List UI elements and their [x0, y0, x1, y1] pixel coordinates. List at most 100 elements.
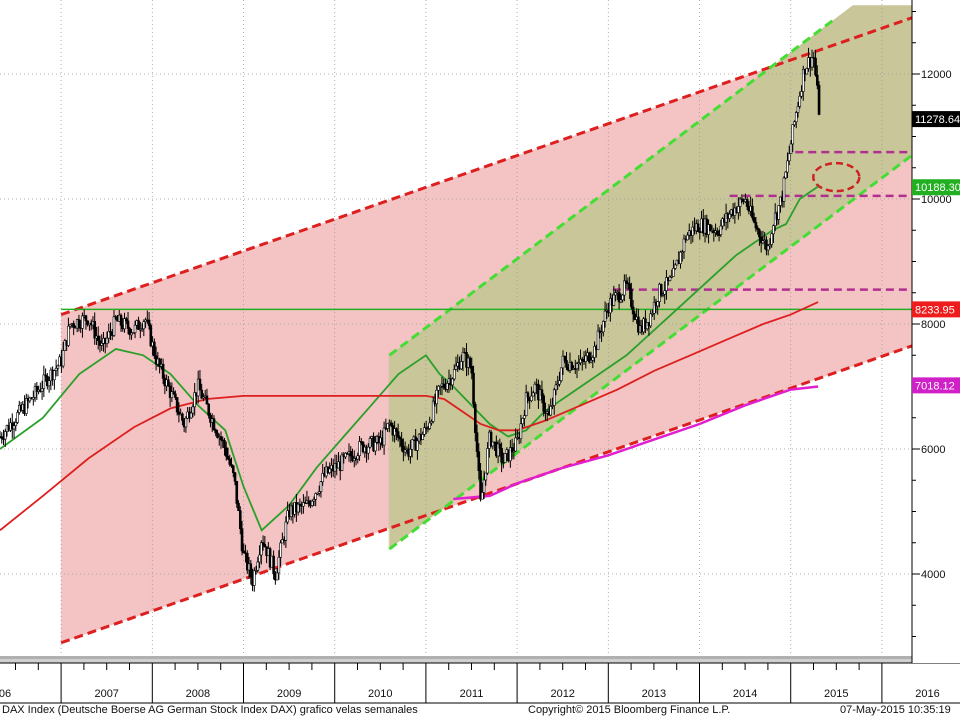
x-tick-label: 2012: [550, 688, 574, 700]
candle-up: [691, 226, 695, 236]
candle-up: [356, 455, 360, 460]
candle-up: [619, 299, 623, 303]
candle-down: [470, 366, 474, 374]
candle-up: [531, 392, 535, 397]
candle-up: [686, 234, 689, 241]
ma-line-3: [453, 385, 819, 501]
candle-up: [275, 572, 279, 581]
candle-up: [524, 392, 528, 416]
candle-up: [810, 57, 814, 68]
candle-up: [800, 91, 803, 97]
green-channel-edge: [388, 355, 390, 549]
candle-down: [400, 438, 403, 447]
candle-up: [673, 264, 677, 269]
candle-up: [461, 351, 465, 362]
candle-up: [435, 389, 439, 405]
candle-up: [530, 395, 533, 401]
candle-up: [184, 417, 188, 428]
candle-up: [663, 290, 667, 295]
candle-down: [86, 320, 89, 326]
candle-down: [563, 355, 567, 361]
ma-line-2: [0, 301, 819, 532]
candle-up: [503, 453, 507, 463]
candle-down: [261, 542, 265, 545]
candle-down: [223, 440, 226, 449]
green-channel-lower: [388, 154, 912, 551]
candle-up: [321, 473, 325, 483]
candle-up: [668, 276, 672, 281]
candle-down: [477, 451, 481, 471]
candle-down: [242, 550, 246, 554]
candle-up: [782, 177, 786, 202]
candle-up: [344, 452, 347, 458]
candle-down: [137, 320, 140, 330]
candle-up: [61, 350, 65, 367]
candle-up: [452, 369, 456, 380]
candle-up: [805, 68, 809, 75]
candle-up: [621, 294, 624, 301]
candle-up: [54, 367, 58, 371]
candle-down: [198, 378, 202, 391]
candle-up: [68, 324, 72, 327]
timestamp: 07-May-2015 10:35:19: [840, 704, 951, 716]
candle-up: [33, 386, 37, 398]
candle-up: [786, 160, 789, 173]
candle-down: [510, 447, 514, 453]
candle-up: [552, 389, 556, 406]
candle-up: [801, 68, 805, 92]
candle-down: [758, 229, 761, 238]
candle-up: [682, 238, 686, 252]
candle-down: [109, 331, 112, 334]
candle-up: [12, 425, 16, 430]
candle-down: [624, 280, 628, 284]
candle-down: [126, 320, 130, 329]
candle-up: [575, 363, 579, 370]
candle-up: [600, 331, 603, 334]
candle-down: [565, 360, 568, 368]
candle-up: [794, 112, 798, 123]
candle-down: [77, 319, 81, 328]
candle-up: [3, 431, 7, 440]
candle-down: [817, 84, 821, 115]
candle-up: [556, 383, 560, 386]
candle-up: [279, 542, 282, 558]
candle-up: [56, 365, 60, 369]
candle-up: [367, 446, 370, 454]
candle-up: [428, 422, 431, 429]
candle-up: [410, 439, 414, 450]
price-tag-label-2: 8233.95: [915, 304, 955, 316]
candle-up: [277, 556, 281, 574]
candle-up: [509, 447, 512, 462]
candle-up: [614, 292, 617, 296]
candle-up: [679, 251, 682, 264]
candle-up: [533, 383, 537, 394]
x-tick-label: 06: [0, 688, 11, 700]
candle-down: [161, 363, 165, 379]
candle-down: [200, 389, 203, 399]
chart-description: DAX Index (Deutsche Boerse AG German Sto…: [2, 704, 418, 716]
candle-down: [659, 283, 663, 296]
candle-down: [751, 205, 754, 218]
candle-down: [149, 325, 153, 347]
candle-down: [696, 223, 700, 232]
candle-down: [249, 563, 253, 577]
candle-up: [296, 503, 300, 513]
candle-up: [579, 358, 582, 364]
candle-up: [142, 321, 146, 330]
candle-up: [256, 561, 260, 571]
candle-up: [512, 450, 516, 453]
candle-up: [777, 205, 781, 220]
candle-down: [0, 436, 4, 439]
candle-up: [559, 367, 563, 382]
candle-up: [661, 294, 665, 296]
candle-down: [307, 500, 310, 504]
y-tick-label: 8000: [921, 319, 945, 331]
candle-down: [637, 316, 640, 333]
candle-down: [759, 236, 763, 244]
candle-up: [123, 318, 126, 330]
target-ellipse: [812, 161, 861, 193]
candle-up: [784, 171, 788, 179]
candle-down: [526, 392, 530, 398]
